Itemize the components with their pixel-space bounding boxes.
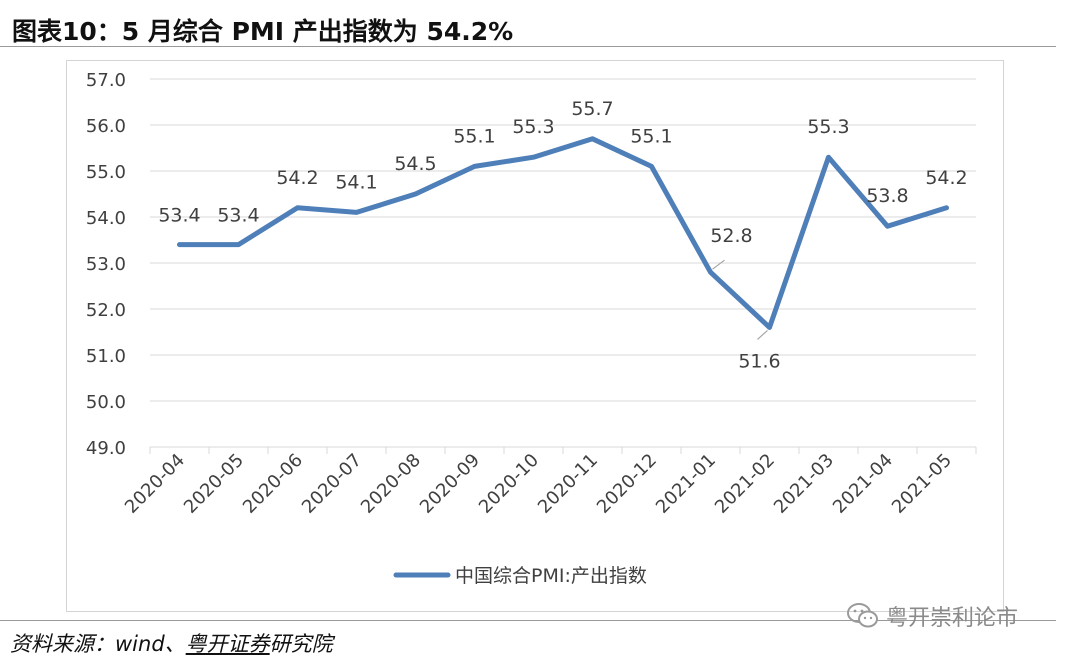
data-point	[472, 164, 477, 169]
x-tick-label: 2021-03	[770, 450, 838, 518]
data-label: 54.2	[925, 167, 967, 189]
data-point	[590, 136, 595, 141]
title-divider	[0, 46, 1056, 47]
data-label: 55.3	[512, 116, 554, 138]
data-point	[531, 155, 536, 160]
line-chart: 49.0 50.0 51.0 52.0 53.0 54.0 55.0 56.0 57.0 2020…	[86, 70, 977, 587]
y-tick-label: 54.0	[86, 208, 126, 229]
source-org: 粤开证券	[185, 632, 270, 656]
bottom-divider	[0, 620, 1056, 621]
series-line	[177, 136, 949, 330]
data-label-leader	[757, 329, 768, 340]
data-point	[944, 205, 949, 210]
x-tick-label: 2021-05	[888, 450, 956, 518]
source-note: 资料来源：wind、粤开证券研究院	[10, 628, 333, 658]
x-tick-label: 2020-08	[357, 450, 425, 518]
y-tick-label: 49.0	[86, 438, 126, 459]
x-tick-label: 2021-02	[711, 450, 779, 518]
x-tick-label: 2021-04	[829, 450, 897, 518]
source-prefix: 资料来源：wind、	[10, 632, 186, 656]
y-tick-label: 57.0	[86, 70, 126, 91]
data-label: 51.6	[738, 350, 780, 372]
data-point	[236, 242, 241, 247]
x-tick-label: 2020-07	[298, 450, 366, 518]
data-label: 53.4	[217, 205, 259, 227]
watermark: 粤开崇利论市	[846, 600, 1018, 632]
chart-frame	[66, 60, 1004, 612]
data-label: 54.5	[394, 153, 436, 175]
data-label: 55.1	[453, 125, 495, 147]
data-label: 52.8	[710, 225, 752, 247]
data-label: 54.1	[335, 171, 377, 193]
y-tick-label: 50.0	[86, 392, 126, 413]
data-point	[177, 242, 182, 247]
data-point	[354, 210, 359, 215]
data-label: 55.7	[571, 98, 613, 120]
data-label: 53.4	[158, 205, 200, 227]
data-label: 54.2	[276, 167, 318, 189]
figure-title: 图表10：5 月综合 PMI 产出指数为 54.2%	[12, 17, 514, 46]
x-tick-label: 2020-12	[593, 450, 661, 518]
data-point	[649, 164, 654, 169]
x-tick-label: 2021-01	[652, 450, 720, 518]
data-label: 55.1	[630, 125, 672, 147]
y-tick-label: 56.0	[86, 116, 126, 137]
legend-label: 中国综合PMI:产出指数	[455, 565, 647, 587]
data-point	[767, 325, 772, 330]
wechat-icon	[847, 603, 878, 628]
x-tick-label: 2020-05	[180, 450, 248, 518]
y-tick-label: 53.0	[86, 254, 126, 275]
x-tick-label: 2020-06	[239, 450, 307, 518]
watermark-text: 粤开崇利论市	[886, 606, 1019, 631]
x-tick-label: 2020-11	[534, 450, 602, 518]
x-tick-label: 2020-10	[475, 450, 543, 518]
data-point	[826, 155, 831, 160]
data-point	[708, 270, 713, 275]
x-tick-label: 2020-04	[121, 450, 189, 518]
data-point	[885, 224, 890, 229]
data-label-leader	[712, 259, 725, 270]
data-label: 55.3	[807, 116, 849, 138]
data-point	[295, 205, 300, 210]
y-tick-label: 51.0	[86, 346, 126, 367]
data-label: 53.8	[866, 185, 908, 207]
x-tick-label: 2020-09	[416, 450, 484, 518]
y-tick-label: 52.0	[86, 300, 126, 321]
source-suffix: 研究院	[269, 632, 333, 656]
data-point	[413, 191, 418, 197]
y-tick-label: 55.0	[86, 162, 126, 183]
